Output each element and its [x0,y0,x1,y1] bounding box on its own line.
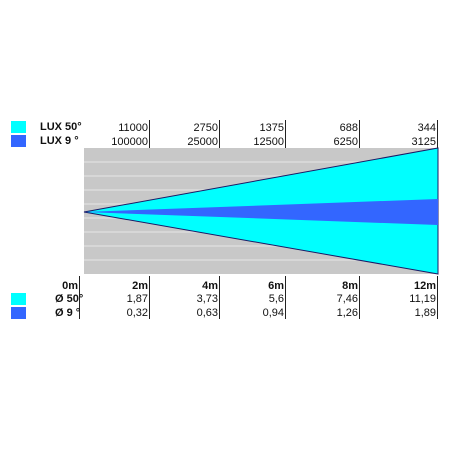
lux-column-tick [219,120,220,148]
diameter-narrow-value-4: 1,89 [414,307,436,319]
lux-narrow-value-1: 25000 [187,136,218,148]
distance-label-0: 0m [62,280,78,292]
lux-narrow-label: LUX 9 ° [40,135,79,147]
lux-wide-value-0: 11000 [118,122,148,134]
diameter-wide-value-0: 1,87 [126,293,148,305]
distance-column-tick [359,276,360,319]
lux-wide-label: LUX 50° [40,121,82,133]
diameter-narrow-value-0: 0,32 [126,307,148,319]
lux-column-tick [359,120,360,148]
lux-wide-value-1: 2750 [193,122,218,134]
distance-column-tick [437,276,438,319]
lux-wide-value-3: 688 [339,122,358,134]
diameter-narrow-value-2: 0,94 [262,307,284,319]
diameter-wide-swatch [11,293,26,305]
lux-wide-swatch [11,121,26,133]
distance-column-tick [149,276,150,319]
distance-column-tick [219,276,220,319]
diameter-wide-value-3: 7,46 [336,293,358,305]
distance-label-1: 2m [132,280,148,292]
lux-column-tick [149,120,150,148]
diameter-wide-label: Ø 50° [55,293,84,305]
lux-wide-value-2: 1375 [259,122,284,134]
lux-narrow-value-2: 12500 [253,136,284,148]
diameter-narrow-value-1: 0,63 [196,307,218,319]
distance-label-4: 8m [342,280,358,292]
distance-label-2: 4m [202,280,218,292]
distance-label-3: 6m [268,280,284,292]
lux-narrow-value-0: 100000 [111,136,148,148]
distance-column-tick [79,276,80,319]
diameter-narrow-swatch [11,307,26,319]
lux-wide-value-4: 344 [417,122,436,134]
diameter-wide-value-2: 5,6 [268,293,284,305]
diameter-wide-value-1: 3,73 [196,293,218,305]
diameter-narrow-value-3: 1,26 [336,307,358,319]
distance-column-tick [285,276,286,319]
lux-narrow-swatch [11,135,26,147]
lux-column-tick [437,120,438,148]
lux-narrow-value-4: 3125 [411,136,436,148]
lux-narrow-value-3: 6250 [333,136,358,148]
lux-column-tick [285,120,286,148]
distance-label-5: 12m [413,280,436,292]
diameter-wide-value-4: 11,19 [409,293,436,305]
diameter-narrow-label: Ø 9 ° [55,307,81,319]
narrow-beam-cone [84,199,438,225]
